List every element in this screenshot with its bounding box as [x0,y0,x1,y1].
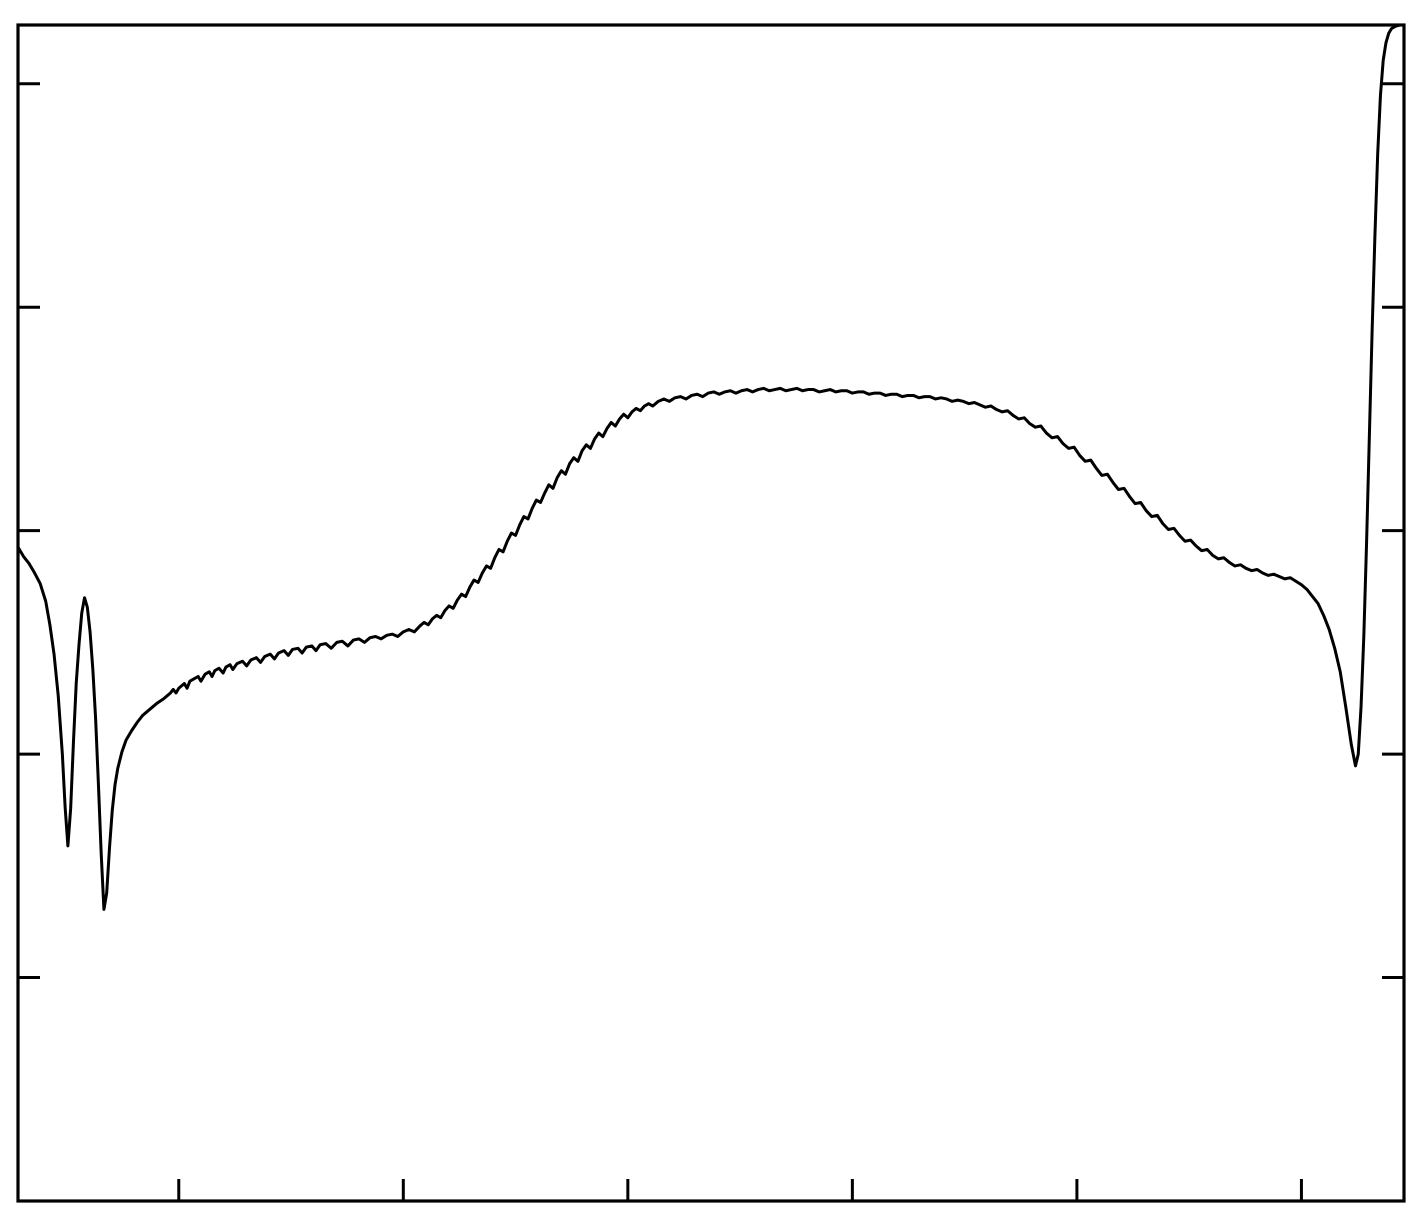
line-chart [0,0,1420,1226]
chart-svg [0,0,1420,1226]
